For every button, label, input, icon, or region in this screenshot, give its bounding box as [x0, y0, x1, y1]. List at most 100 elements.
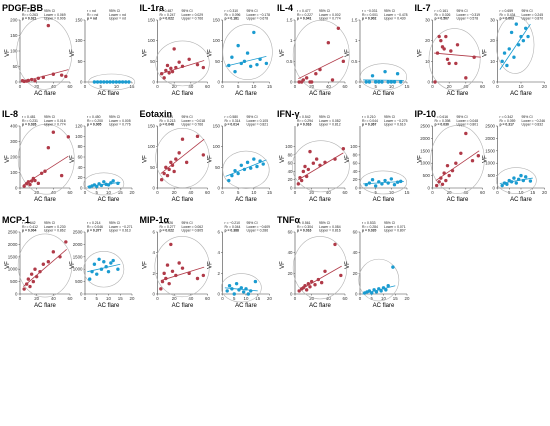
left-xtick-label: 60: [480, 190, 485, 195]
left-ytick-label: 20: [425, 38, 430, 43]
right-data-point: [377, 80, 381, 84]
right-data-point: [234, 281, 239, 286]
right-data-point: [528, 179, 533, 183]
left-data-point: [41, 75, 46, 80]
left-data-point: [314, 157, 319, 161]
right-xtick-label: 15: [118, 296, 123, 301]
left-data-point: [22, 79, 26, 84]
left-xtick-label: 20: [34, 84, 39, 89]
right-stat-ci-1: Lower = −0.275: [384, 119, 408, 123]
left-stat-r2: R² = 0.304: [297, 225, 313, 229]
left-xtick-label: 20: [309, 296, 314, 301]
right-data-point: [258, 57, 262, 61]
left-data-point: [59, 173, 64, 178]
right-data-point: [512, 176, 516, 180]
left-data-point: [164, 165, 168, 170]
left-data-point: [172, 47, 176, 51]
left-data-point: [46, 146, 51, 150]
right-y-axis-label: VF: [483, 155, 489, 163]
left-data-point: [445, 57, 450, 61]
right-xtick-label: 0: [84, 190, 87, 195]
left-data-point: [177, 261, 181, 265]
left-data-point: [472, 55, 476, 59]
left-stat-r: r = 0.477: [297, 9, 311, 13]
right-stat-r: r = 0.533: [362, 221, 376, 225]
right-data-point: [227, 284, 232, 288]
right-xtick-label: 5: [374, 84, 377, 89]
right-confidence-ellipse: [83, 250, 125, 288]
left-data-point: [165, 63, 170, 68]
left-stat-p: p = 0.026: [22, 123, 37, 127]
left-stat-ci-0: 95% CI: [182, 9, 193, 13]
left-xtick-label: 40: [463, 190, 468, 195]
left-data-point: [301, 169, 306, 174]
left-x-axis-label: AC flare: [34, 303, 56, 309]
left-xtick-label: 40: [51, 190, 56, 195]
right-data-point: [99, 183, 104, 188]
right-xtick-label: 15: [255, 296, 260, 301]
left-stat-p: p = 0.507: [435, 17, 450, 21]
left-data-point: [201, 153, 206, 157]
left-data-point: [22, 287, 26, 291]
right-xtick-label: 0: [221, 84, 224, 89]
left-stat-ci-1: Lower = −0.018: [182, 119, 206, 123]
left-data-point: [187, 57, 191, 61]
right-data-point: [230, 55, 234, 59]
left-ytick-label: 20: [288, 271, 293, 276]
left-data-point: [162, 271, 166, 276]
left-xtick-label: 0: [294, 190, 297, 195]
left-stat-ci-2: Upper = 0.812: [319, 123, 341, 127]
left-stat-ci-1: Lower = 0.029: [182, 13, 204, 17]
right-ytick-label: 100: [75, 38, 83, 43]
left-xtick-label: 60: [68, 190, 73, 195]
left-data-point: [304, 288, 309, 292]
right-stat-p: p = 0.014: [225, 123, 240, 127]
left-xtick-label: 60: [343, 296, 348, 301]
left-xtick-label: 40: [326, 84, 331, 89]
left-y-axis-label: VF: [280, 155, 286, 163]
left-data-point: [201, 65, 206, 70]
left-data-point: [304, 174, 309, 179]
left-data-point: [470, 159, 475, 163]
left-stat-r: r = 0.461: [160, 115, 174, 119]
left-data-point: [29, 77, 34, 82]
right-ytick-label: 50: [215, 165, 220, 170]
right-data-point: [526, 34, 530, 39]
left-data-point: [433, 80, 437, 84]
right-xtick-label: 5: [374, 190, 377, 195]
right-stat-p: p = 0.388: [225, 229, 240, 233]
left-data-point: [39, 171, 44, 175]
right-stat-r: r = 0.659: [500, 9, 514, 13]
left-data-point: [333, 242, 337, 247]
left-ytick-label: 6: [153, 230, 156, 235]
left-stat-p: p = 0.048: [160, 123, 175, 127]
right-fit-line: [499, 23, 531, 70]
left-data-point: [449, 49, 453, 53]
left-stat-p: p = 0.022: [160, 229, 175, 233]
left-data-point: [162, 171, 166, 176]
left-ytick-label: 2500: [420, 124, 430, 129]
right-data-point: [370, 178, 375, 182]
left-stat-ci-0: 95% CI: [457, 9, 468, 13]
right-ytick-label: 1: [355, 38, 358, 43]
left-confidence-ellipse: [155, 40, 210, 87]
right-ytick-label: 0: [80, 292, 83, 297]
right-data-point: [255, 164, 259, 169]
left-stat-ci-0: 95% CI: [319, 221, 330, 225]
left-stat-r2: R² = 0.294: [297, 119, 313, 123]
left-xtick-label: 0: [19, 84, 22, 89]
left-xtick-label: 20: [34, 296, 39, 301]
left-xtick-label: 60: [343, 190, 348, 195]
left-stat-ci-1: Lower = −0.319: [457, 13, 481, 17]
left-y-axis-label: VF: [5, 261, 11, 269]
left-data-point: [476, 154, 481, 158]
right-stat-r2: R² = nd: [87, 13, 98, 17]
left-xtick-label: 60: [68, 296, 73, 301]
left-data-point: [167, 71, 171, 75]
right-xtick-label: 5: [237, 84, 240, 89]
right-stat-ci-1: Lower = 0.071: [384, 225, 406, 229]
left-data-point: [174, 273, 178, 278]
left-fit-line: [435, 150, 480, 181]
right-confidence-ellipse: [88, 73, 136, 91]
left-data-point: [333, 157, 337, 161]
